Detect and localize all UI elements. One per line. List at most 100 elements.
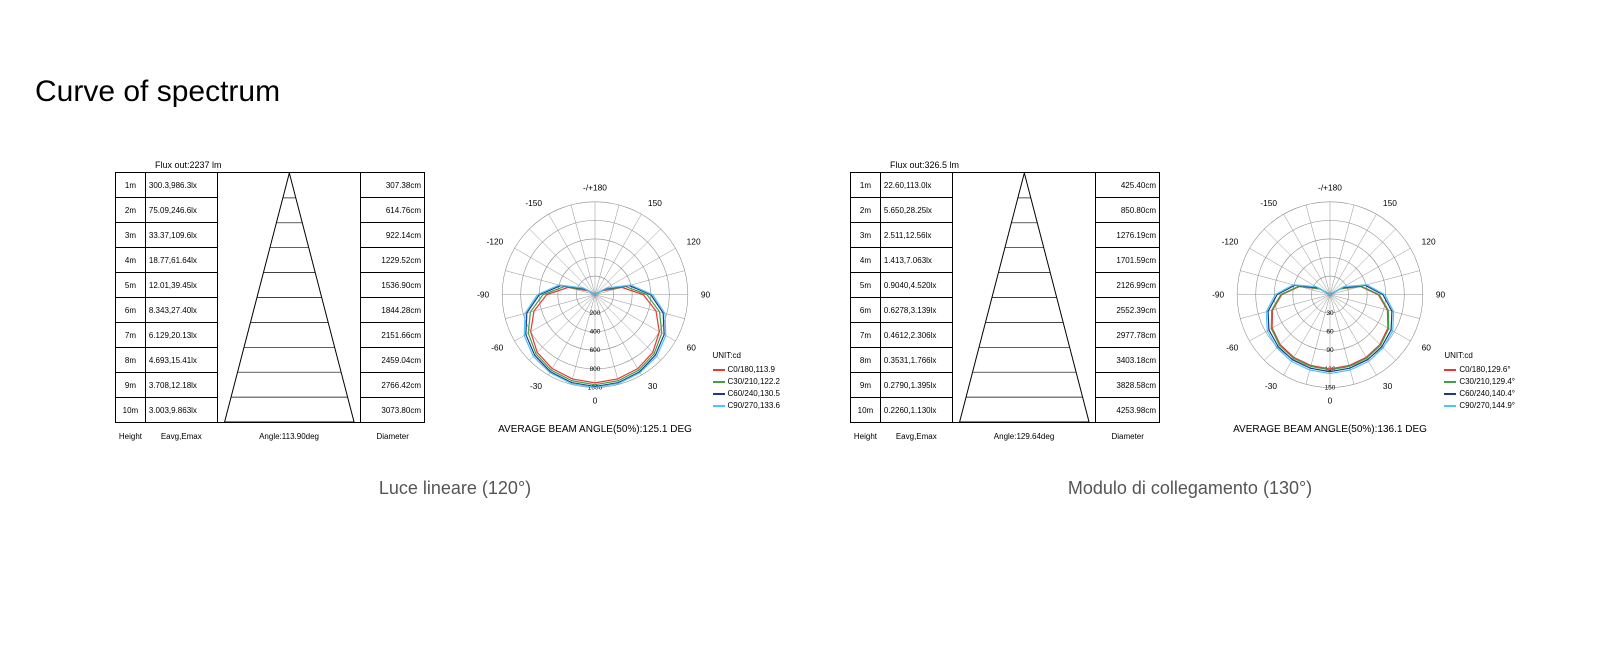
legend-label: C30/210,122.2 — [728, 376, 781, 388]
polar-caption: AVERAGE BEAM ANGLE(50%):136.1 DEG — [1175, 424, 1485, 435]
cell-diameter: 1701.59cm — [1096, 248, 1160, 273]
cone-svg — [953, 173, 1096, 422]
svg-text:30: 30 — [648, 381, 658, 391]
svg-text:120: 120 — [1422, 237, 1436, 247]
legend-item: C60/240,130.5 — [713, 388, 781, 400]
cell-height: 7m — [116, 323, 146, 348]
cell-height: 1m — [851, 173, 881, 198]
panel-1: Flux out:326.5 lm 1m22.60,113.0lx 425.40cm… — [850, 160, 1530, 499]
polar-svg: -150-120-90-60-300306090120150-/+1802004… — [465, 160, 725, 420]
cone-diagram-cell — [217, 173, 361, 423]
legend-swatch — [1444, 405, 1456, 407]
svg-text:-/+180: -/+180 — [1318, 183, 1342, 193]
legend-item: C60/240,140.4° — [1444, 388, 1515, 400]
footer-eavg: Eavg,Emax — [145, 423, 217, 448]
cell-height: 9m — [116, 373, 146, 398]
svg-text:90: 90 — [1326, 347, 1334, 354]
cell-height: 10m — [116, 398, 146, 423]
legend-label: C0/180,113.9 — [728, 364, 775, 376]
footer-angle: Angle:113.90deg — [217, 423, 361, 448]
svg-text:200: 200 — [590, 310, 601, 317]
svg-text:-60: -60 — [491, 342, 503, 352]
svg-text:-60: -60 — [1226, 342, 1238, 352]
cell-height: 6m — [116, 298, 146, 323]
legend: UNIT:cdC0/180,129.6°C30/210,129.4°C60/24… — [1444, 350, 1515, 412]
footer-diameter: Diameter — [361, 423, 425, 448]
cell-eavg: 0.4612,2.306lx — [880, 323, 952, 348]
cone-svg — [218, 173, 361, 422]
cell-diameter: 2766.42cm — [361, 373, 425, 398]
polar-block: -150-120-90-60-300306090120150-/+1803060… — [1175, 160, 1485, 435]
polar-svg: -150-120-90-60-300306090120150-/+1803060… — [1200, 160, 1460, 420]
cone-table: 1m300.3,986.3lx307.38cm2m75.09,246.6lx61… — [115, 172, 425, 448]
cell-diameter: 2126.99cm — [1096, 273, 1160, 298]
cell-eavg: 22.60,113.0lx — [880, 173, 952, 198]
legend-unit: UNIT:cd — [713, 350, 781, 362]
cell-height: 8m — [851, 348, 881, 373]
cell-eavg: 6.129,20.13lx — [145, 323, 217, 348]
cell-height: 4m — [851, 248, 881, 273]
cell-height: 9m — [851, 373, 881, 398]
main-title: Curve of spectrum — [35, 75, 280, 109]
cell-diameter: 922.14cm — [361, 223, 425, 248]
legend-label: C90/270,144.9° — [1459, 400, 1515, 412]
svg-text:0: 0 — [593, 395, 598, 405]
legend-item: C30/210,129.4° — [1444, 376, 1515, 388]
cell-diameter: 307.38cm — [361, 173, 425, 198]
footer-height: Height — [851, 423, 881, 448]
legend: UNIT:cd C0/180,113.9C30/210,122.2C60/240,… — [713, 350, 781, 412]
cell-eavg: 18.77,61.64lx — [145, 248, 217, 273]
panel-subtitle: Modulo di collegamento (130°) — [850, 478, 1530, 499]
svg-text:60: 60 — [1422, 342, 1432, 352]
cone-table: 1m22.60,113.0lx425.40cm2m5.650,28.25lx85… — [850, 172, 1160, 448]
legend-swatch — [1444, 381, 1456, 383]
svg-text:-30: -30 — [1265, 381, 1277, 391]
cell-height: 2m — [116, 198, 146, 223]
footer-height: Height — [116, 423, 146, 448]
cell-eavg: 5.650,28.25lx — [880, 198, 952, 223]
legend-swatch — [1444, 369, 1456, 371]
cell-eavg: 12.01,39.45lx — [145, 273, 217, 298]
cone-block: Flux out:326.5 lm 1m22.60,113.0lx 425.40cm… — [850, 160, 1160, 448]
cell-diameter: 425.40cm — [1096, 173, 1160, 198]
cell-eavg: 33.37,109.6lx — [145, 223, 217, 248]
svg-text:-30: -30 — [530, 381, 542, 391]
cell-eavg: 0.9040,4.520lx — [880, 273, 952, 298]
svg-text:-150: -150 — [1260, 198, 1277, 208]
cell-diameter: 2977.78cm — [1096, 323, 1160, 348]
legend-label: C60/240,130.5 — [728, 388, 781, 400]
cell-diameter: 2459.04cm — [361, 348, 425, 373]
polar-caption: AVERAGE BEAM ANGLE(50%):125.1 DEG — [440, 424, 750, 435]
table-row: 1m300.3,986.3lx307.38cm — [116, 173, 425, 198]
legend-label: C0/180,129.6° — [1459, 364, 1510, 376]
cell-eavg: 0.6278,3.139lx — [880, 298, 952, 323]
table-row: 1m22.60,113.0lx 425.40cm — [851, 173, 1160, 198]
cell-height: 3m — [851, 223, 881, 248]
flux-label: Flux out:326.5 lm — [890, 160, 1160, 170]
cell-diameter: 1229.52cm — [361, 248, 425, 273]
legend-swatch — [713, 369, 725, 371]
legend-item: C0/180,113.9 — [713, 364, 781, 376]
cell-height: 8m — [116, 348, 146, 373]
svg-text:150: 150 — [1325, 384, 1336, 391]
cell-height: 6m — [851, 298, 881, 323]
cell-eavg: 0.2260,1.130lx — [880, 398, 952, 423]
legend-label: C30/210,129.4° — [1459, 376, 1515, 388]
cell-diameter: 614.76cm — [361, 198, 425, 223]
legend-label: C90/270,133.6 — [728, 400, 781, 412]
svg-text:-120: -120 — [1222, 237, 1239, 247]
legend-swatch — [713, 381, 725, 383]
svg-text:-90: -90 — [1212, 289, 1224, 299]
cell-diameter: 2151.66cm — [361, 323, 425, 348]
panel-subtitle: Luce lineare (120°) — [115, 478, 795, 499]
polar-block: -150-120-90-60-300306090120150-/+1802004… — [440, 160, 750, 435]
footer-eavg: Eavg,Emax — [880, 423, 952, 448]
svg-text:30: 30 — [1326, 310, 1334, 317]
cell-height: 10m — [851, 398, 881, 423]
svg-text:400: 400 — [590, 329, 601, 336]
cell-eavg: 300.3,986.3lx — [145, 173, 217, 198]
footer-diameter: Diameter — [1096, 423, 1160, 448]
cell-eavg: 0.3531,1.766lx — [880, 348, 952, 373]
cone-diagram-cell — [952, 173, 1096, 423]
svg-text:150: 150 — [1383, 198, 1397, 208]
